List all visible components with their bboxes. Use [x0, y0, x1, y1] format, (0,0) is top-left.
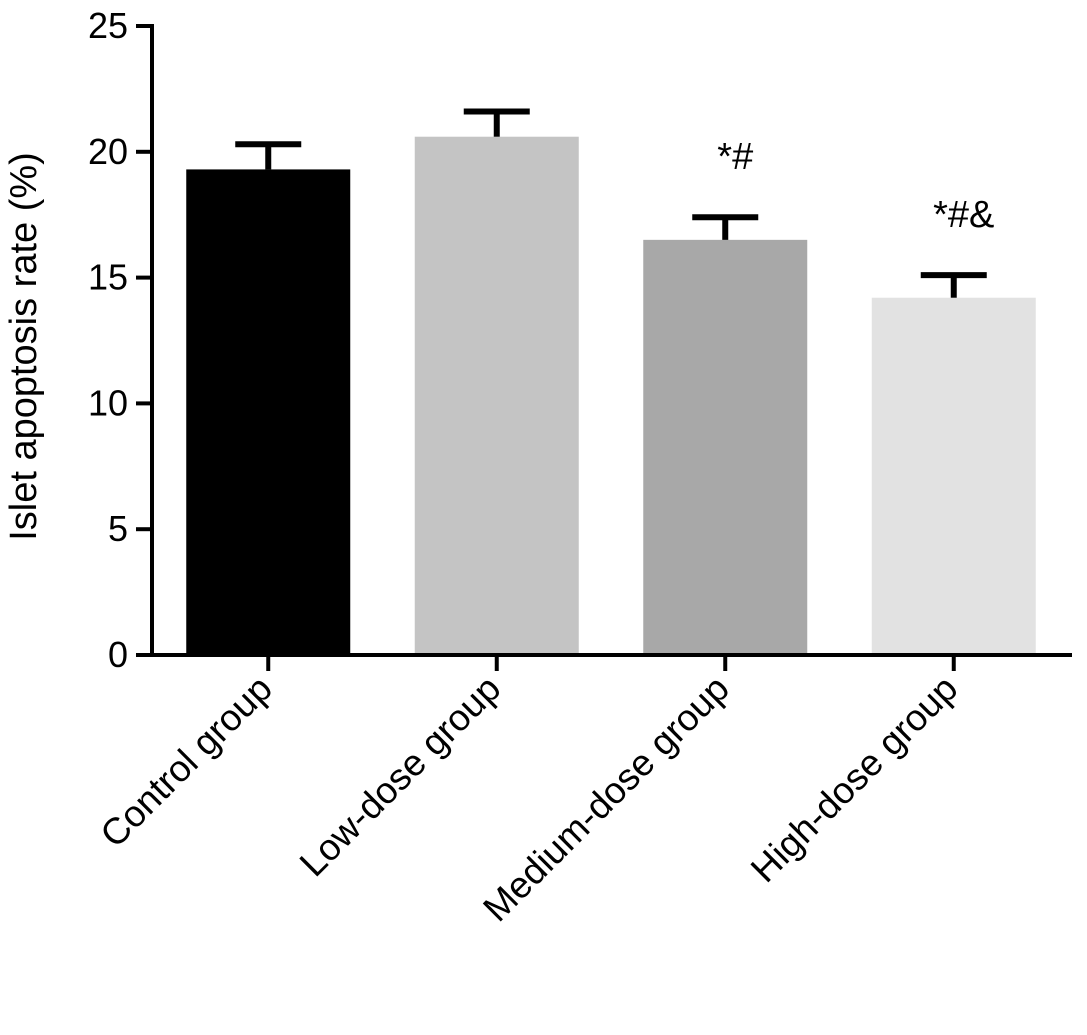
- axes-group: [150, 24, 1072, 657]
- bars-group: [186, 136, 1036, 656]
- error-bars-group: [235, 108, 987, 298]
- significance-annotation: *#: [717, 136, 753, 178]
- y-tick-label: 5: [108, 508, 128, 549]
- x-tick-label: Medium-dose group: [475, 668, 737, 930]
- y-tick-label: 0: [108, 634, 128, 675]
- x-tick-label: High-dose group: [743, 668, 965, 890]
- y-tick-label: 15: [88, 257, 128, 298]
- y-tick-label: 10: [88, 382, 128, 423]
- y-tick-label: 20: [88, 131, 128, 172]
- x-tick-label: Low-dose group: [292, 668, 509, 885]
- bar-medium-dose-group: [643, 239, 808, 656]
- annotations-group: *# *#&: [717, 136, 994, 236]
- bar-high-dose-group: [871, 297, 1036, 655]
- bar-low-dose-group: [414, 136, 579, 656]
- significance-annotation: *#&: [933, 194, 994, 236]
- bar-control-group: [186, 169, 351, 656]
- y-axis-title: Islet apoptosis rate (%): [3, 152, 45, 541]
- y-tick-label: 25: [88, 5, 128, 46]
- y-ticks-group: 0 5 10 15 20 25: [88, 5, 152, 675]
- x-tick-label: Control group: [92, 668, 280, 856]
